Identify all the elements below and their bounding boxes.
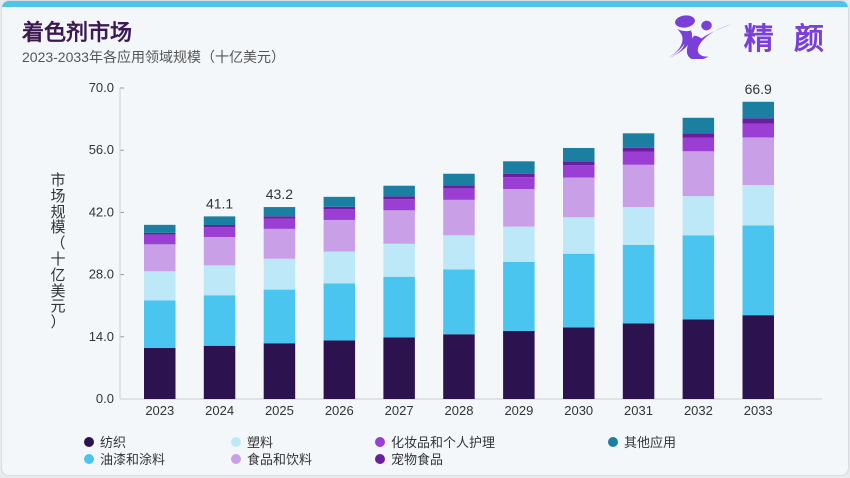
svg-text:2025: 2025	[265, 403, 294, 418]
svg-text:70.0: 70.0	[89, 80, 114, 95]
svg-text:43.2: 43.2	[266, 186, 293, 202]
svg-text:2029: 2029	[504, 403, 533, 418]
svg-text:28.0: 28.0	[89, 267, 114, 282]
svg-text:2026: 2026	[325, 403, 354, 418]
svg-text:2023: 2023	[145, 403, 174, 418]
svg-text:56.0: 56.0	[89, 142, 114, 157]
svg-text:66.9: 66.9	[745, 81, 772, 97]
svg-text:0.0: 0.0	[96, 391, 114, 406]
svg-text:41.1: 41.1	[206, 195, 233, 211]
svg-text:2028: 2028	[445, 403, 474, 418]
svg-text:2024: 2024	[205, 403, 234, 418]
svg-text:2033: 2033	[744, 403, 773, 418]
svg-text:2032: 2032	[684, 403, 713, 418]
svg-text:2027: 2027	[385, 403, 414, 418]
svg-text:2031: 2031	[624, 403, 653, 418]
svg-text:42.0: 42.0	[89, 204, 114, 219]
svg-text:14.0: 14.0	[89, 329, 114, 344]
svg-text:2030: 2030	[564, 403, 593, 418]
